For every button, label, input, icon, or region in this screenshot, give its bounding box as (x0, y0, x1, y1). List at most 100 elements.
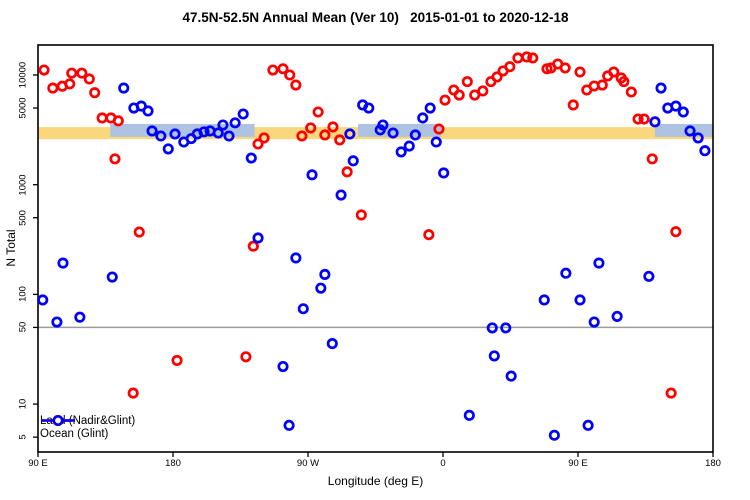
land-point (133, 226, 145, 238)
ocean-point (306, 169, 318, 181)
ocean-point (548, 429, 560, 441)
y-tick-label: 50 (17, 322, 29, 333)
ocean-point (500, 322, 512, 334)
ocean-point (74, 311, 86, 323)
ocean-point (463, 409, 475, 421)
x-tick-label: 90 E (28, 458, 48, 469)
legend-row-ocean: Ocean (Glint) (40, 415, 135, 440)
land-point (277, 63, 289, 75)
ocean-point (237, 108, 249, 120)
land-point (665, 387, 677, 399)
land-point (66, 67, 78, 79)
land-point (461, 76, 473, 88)
land-point (171, 354, 183, 366)
ocean-point (169, 128, 181, 140)
ocean-point (538, 294, 550, 306)
ocean-point (486, 322, 498, 334)
ocean-point (155, 130, 167, 142)
x-tick-label: 0 (440, 458, 446, 469)
land-point (334, 134, 346, 146)
y-tick-label: 500 (17, 209, 29, 226)
legend-label-ocean: Ocean (Glint) (40, 427, 109, 440)
land-point (439, 94, 451, 106)
land-point (596, 79, 608, 91)
ocean-point (424, 102, 436, 114)
land-point (305, 122, 317, 134)
land-point (252, 138, 264, 150)
land-point (240, 351, 252, 363)
ocean-point (692, 132, 704, 144)
ocean-point (582, 419, 594, 431)
ocean-point (643, 270, 655, 282)
ocean-point (106, 271, 118, 283)
land-point (89, 87, 101, 99)
ocean-point (611, 310, 623, 322)
ocean-point (142, 105, 154, 117)
land-point (632, 113, 644, 125)
land-point (638, 113, 650, 125)
ocean-point (223, 130, 235, 142)
ocean-point (417, 112, 429, 124)
x-axis-title: Longitude (deg E) (327, 474, 424, 488)
ocean-point (505, 370, 517, 382)
ocean-point (684, 125, 696, 137)
land-point (112, 115, 124, 127)
land-point (477, 85, 489, 97)
land-point (512, 52, 524, 64)
ocean-point (51, 316, 63, 328)
land-point (567, 99, 579, 111)
y-axis-title: N Total (4, 229, 18, 267)
ocean-mean-band (357, 123, 441, 137)
ocean-mean-band (654, 123, 713, 137)
y-tick-label: 10 (17, 398, 29, 410)
land-point (296, 130, 308, 142)
land-point (319, 129, 331, 141)
x-tick-label: 90 E (568, 458, 588, 469)
land-point (521, 51, 533, 63)
ocean-point (593, 257, 605, 269)
land-point (109, 153, 121, 165)
land-point (423, 229, 435, 241)
y-tick-label: 10000 (17, 61, 29, 89)
ocean-point (699, 145, 711, 157)
land-point (453, 89, 465, 101)
ocean-point (409, 129, 421, 141)
ocean-point (229, 117, 241, 129)
land-point (38, 64, 50, 76)
ocean-point (283, 419, 295, 431)
land-point (47, 82, 59, 94)
plot-border (37, 44, 714, 453)
land-point (312, 106, 324, 118)
ocean-point (574, 294, 586, 306)
land-point (491, 71, 503, 83)
ocean-point (319, 268, 331, 281)
land-point (341, 166, 353, 178)
x-tick-label: 180 (705, 458, 721, 469)
x-tick-label: 180 (165, 458, 181, 469)
land-point (83, 73, 95, 85)
ocean-point (118, 82, 130, 94)
land-point (327, 121, 339, 133)
ocean-point (245, 152, 257, 164)
ocean-point (290, 252, 302, 264)
land-point (96, 112, 108, 124)
land-point (76, 67, 88, 79)
ocean-point (395, 146, 407, 158)
land-point (267, 64, 279, 76)
ocean-point (198, 126, 210, 138)
land-point (618, 76, 630, 88)
ocean-point (588, 316, 600, 328)
ocean-point (377, 119, 389, 131)
land-point (290, 79, 302, 91)
ocean-point (212, 127, 224, 139)
y-tick-label: 1000 (17, 174, 29, 196)
ocean-point (438, 167, 450, 179)
land-point (574, 66, 586, 78)
land-point (433, 123, 445, 135)
y-tick-label: 5 (17, 434, 29, 440)
ocean-point (335, 189, 347, 201)
land-point (127, 387, 139, 399)
land-point (625, 86, 637, 98)
land-point (284, 69, 296, 81)
